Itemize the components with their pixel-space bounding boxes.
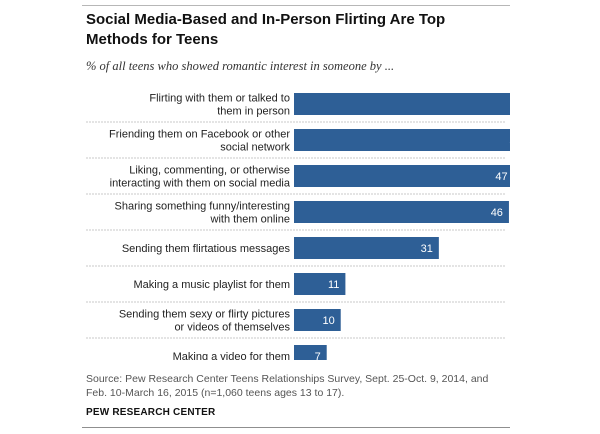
brand-label: PEW RESEARCH CENTER — [86, 407, 216, 418]
category-label: Liking, commenting, or otherwise — [129, 165, 290, 177]
category-label: social network — [220, 142, 290, 154]
category-label: with them online — [210, 214, 291, 226]
bar-value-label: 11 — [328, 279, 339, 291]
bar-value-label: 7 — [315, 351, 321, 360]
bar-value-label: 10 — [322, 315, 334, 327]
category-label: Sharing something funny/interesting — [115, 201, 291, 213]
category-label: Sending them sexy or flirty pictures — [119, 309, 291, 321]
chart-figure: Social Media-Based and In-Person Flirtin… — [82, 0, 510, 434]
top-rule — [82, 5, 510, 6]
bottom-rule — [82, 427, 510, 428]
bar — [294, 345, 327, 360]
category-label: them in person — [217, 106, 290, 118]
bar-value-label: 50 — [509, 135, 510, 147]
bar — [294, 237, 439, 259]
category-label: interacting with them on social media — [110, 178, 291, 190]
bar — [294, 273, 346, 295]
category-label: or videos of themselves — [174, 322, 290, 334]
category-label: Making a video for them — [173, 351, 290, 360]
chart-subtitle: % of all teens who showed romantic inter… — [86, 59, 395, 73]
source-note: Source: Pew Research Center Teens Relati… — [86, 373, 489, 399]
category-label: Making a music playlist for them — [134, 279, 291, 291]
bar — [294, 93, 510, 115]
category-label: Flirting with them or talked to — [149, 93, 290, 105]
bar — [294, 309, 341, 331]
bar — [294, 201, 509, 223]
bar-value-label: 46 — [491, 207, 503, 219]
bar — [294, 129, 510, 151]
category-label: Friending them on Facebook or other — [109, 129, 290, 141]
bar-value-label: 47 — [495, 171, 507, 183]
chart-title: Social Media-Based and In-Person Flirtin… — [86, 11, 446, 48]
category-label: Sending them flirtatious messages — [122, 243, 291, 255]
bar-value-label: 31 — [421, 243, 433, 255]
bar — [294, 165, 510, 187]
